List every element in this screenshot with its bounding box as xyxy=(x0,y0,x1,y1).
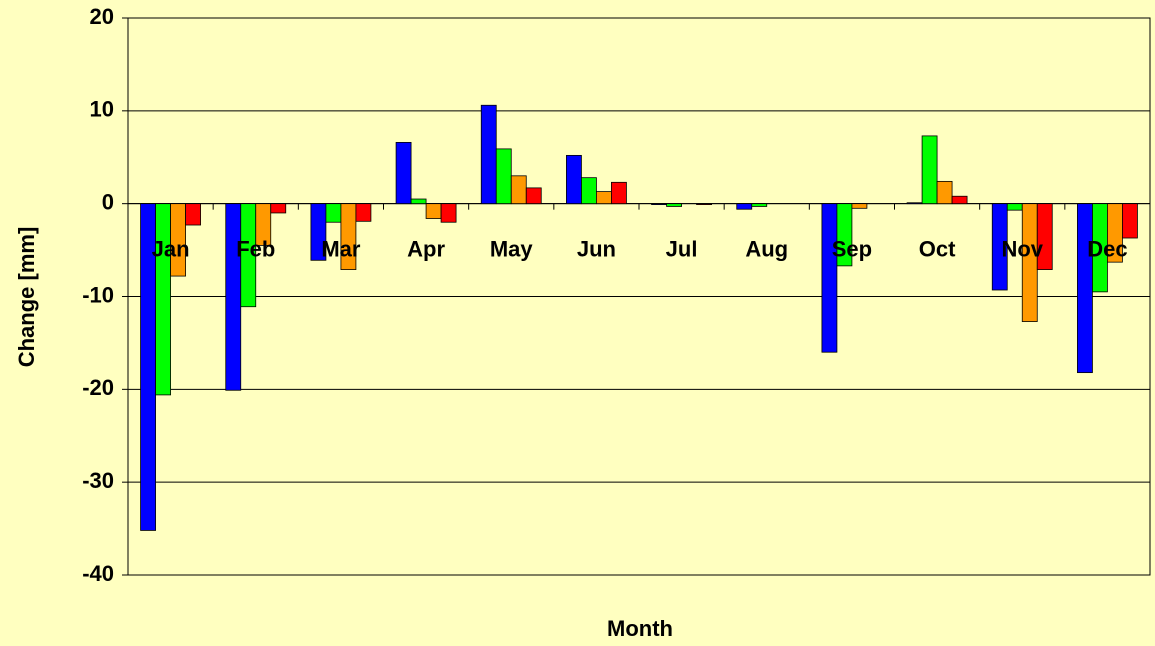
bar xyxy=(355,203,372,222)
bar xyxy=(906,202,923,205)
bar xyxy=(325,203,342,223)
bar xyxy=(340,203,357,270)
x-tick-label: Nov xyxy=(1001,236,1043,261)
bar xyxy=(440,203,457,223)
x-tick-label: Oct xyxy=(919,236,956,261)
bar xyxy=(410,198,427,205)
bar xyxy=(155,203,171,396)
bar xyxy=(225,203,242,391)
y-tick-label: -30 xyxy=(82,468,114,493)
bar xyxy=(1036,203,1053,270)
y-tick-label: 0 xyxy=(102,189,114,214)
bar xyxy=(425,203,442,219)
bar xyxy=(525,187,542,205)
bar xyxy=(651,203,667,205)
bar xyxy=(185,203,201,226)
bar xyxy=(581,177,597,205)
bar xyxy=(736,203,753,210)
x-tick-label: Sep xyxy=(832,236,872,261)
x-tick-label: Mar xyxy=(321,236,361,261)
bar xyxy=(696,203,712,205)
bar xyxy=(666,203,682,207)
x-tick-label: Jan xyxy=(152,236,190,261)
bar xyxy=(510,175,527,205)
bar xyxy=(480,104,497,205)
x-tick-label: Dec xyxy=(1087,236,1127,261)
bar xyxy=(1122,203,1138,239)
y-tick-label: -40 xyxy=(82,561,114,586)
bar xyxy=(395,141,412,205)
bar xyxy=(240,203,257,308)
bar xyxy=(495,148,512,205)
bar xyxy=(596,191,612,205)
y-tick-label: -10 xyxy=(82,282,114,307)
bar xyxy=(836,203,853,267)
bar xyxy=(255,203,272,246)
bar xyxy=(170,203,186,277)
x-tick-label: Jun xyxy=(577,236,616,261)
y-tick-label: 10 xyxy=(90,97,114,122)
x-tick-label: Apr xyxy=(407,236,445,261)
bar xyxy=(611,181,627,205)
plot-area xyxy=(127,17,1151,576)
bar xyxy=(951,195,968,205)
x-tick-label: Jul xyxy=(666,236,698,261)
y-axis-title: Change [mm] xyxy=(14,227,39,368)
bar xyxy=(1021,203,1038,322)
x-tick-label: Feb xyxy=(236,236,275,261)
y-tick-label: 20 xyxy=(90,4,114,29)
x-axis-title: Month xyxy=(607,616,673,641)
x-tick-label: May xyxy=(490,236,534,261)
y-tick-label: -20 xyxy=(82,375,114,400)
bar xyxy=(566,154,582,205)
bar xyxy=(821,203,838,353)
bar xyxy=(270,203,287,214)
bar xyxy=(851,203,868,209)
bar xyxy=(310,203,327,261)
bar xyxy=(936,180,953,205)
bar xyxy=(751,203,768,207)
bar xyxy=(1077,203,1093,374)
bar xyxy=(921,135,938,205)
bar xyxy=(991,203,1008,291)
x-tick-label: Aug xyxy=(745,236,788,261)
bar xyxy=(1006,203,1023,211)
